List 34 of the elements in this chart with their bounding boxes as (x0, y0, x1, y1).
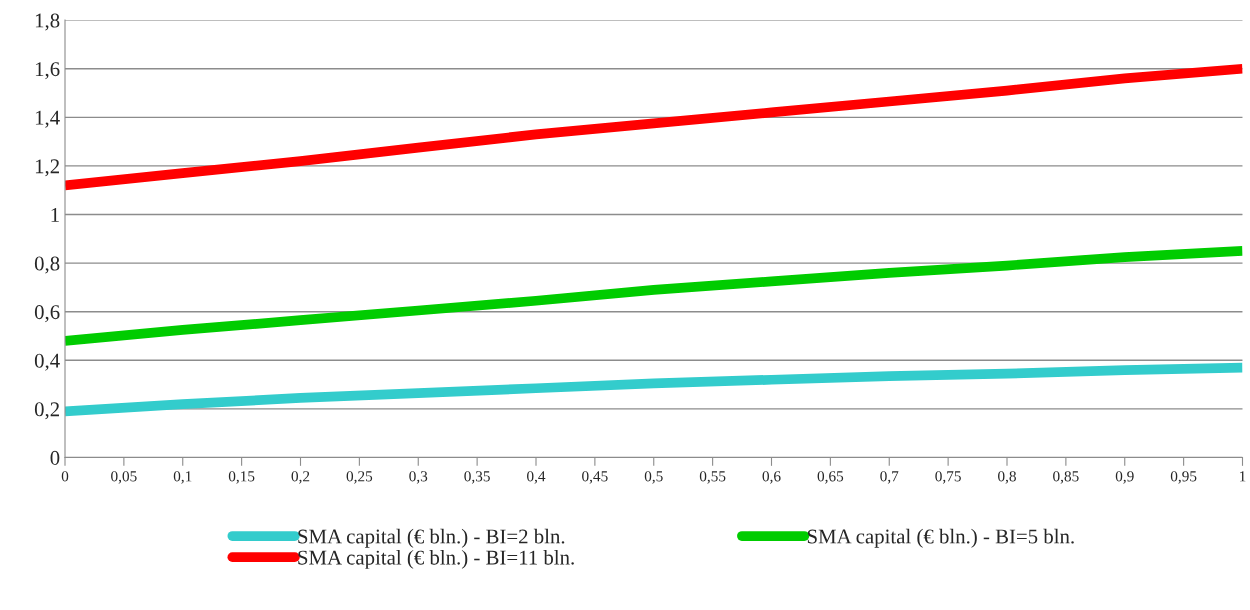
y-tick-label: 0,6 (34, 305, 60, 323)
x-tick-label: 0,65 (817, 471, 844, 484)
y-tick-label: 0 (50, 450, 60, 465)
y-tick-label: 1,2 (35, 159, 59, 177)
x-tick-label: 0,35 (464, 471, 490, 484)
x-tick-label: 0,55 (699, 471, 726, 484)
y-tick-label: 0,4 (34, 353, 60, 371)
x-tick-label: 0,5 (644, 471, 663, 484)
x-tick-label: 0 (61, 471, 69, 482)
legend-label: SMA capital (€ bln.) - BI=11 bln. (298, 549, 574, 569)
legend-label: SMA capital (€ bln.) - BI=5 bln. (807, 528, 1074, 548)
x-tick-label: 0,15 (228, 471, 255, 484)
x-tick-label: 0,4 (527, 471, 546, 484)
x-tick-label: 0,8 (998, 471, 1016, 484)
x-tick-label: 0,95 (1170, 471, 1197, 484)
x-tick-label: 0,6 (762, 471, 781, 484)
x-tick-label: 0,1 (173, 471, 192, 484)
y-tick-label: 1 (51, 207, 59, 222)
y-tick-label: 1,8 (35, 13, 60, 31)
y-tick-label: 1,6 (35, 62, 60, 80)
y-tick-label: 1,4 (35, 110, 60, 128)
legend-label: SMA capital (€ bln.) - BI=2 bln. (298, 528, 565, 548)
x-tick-label: 0,9 (1115, 471, 1134, 484)
x-tick-label: 0,75 (935, 471, 961, 484)
x-tick-label: 0,25 (346, 471, 373, 484)
x-tick-label: 0,2 (291, 471, 310, 484)
y-tick-label: 0,8 (34, 256, 60, 274)
x-tick-label: 0,3 (409, 471, 428, 484)
x-tick-label: 0,7 (880, 471, 899, 484)
x-tick-label: 1 (1240, 471, 1246, 482)
x-tick-label: 0,45 (582, 471, 608, 484)
x-tick-label: 0,05 (111, 471, 137, 484)
y-tick-label: 0,2 (34, 402, 59, 420)
x-tick-label: 0,85 (1053, 471, 1079, 484)
